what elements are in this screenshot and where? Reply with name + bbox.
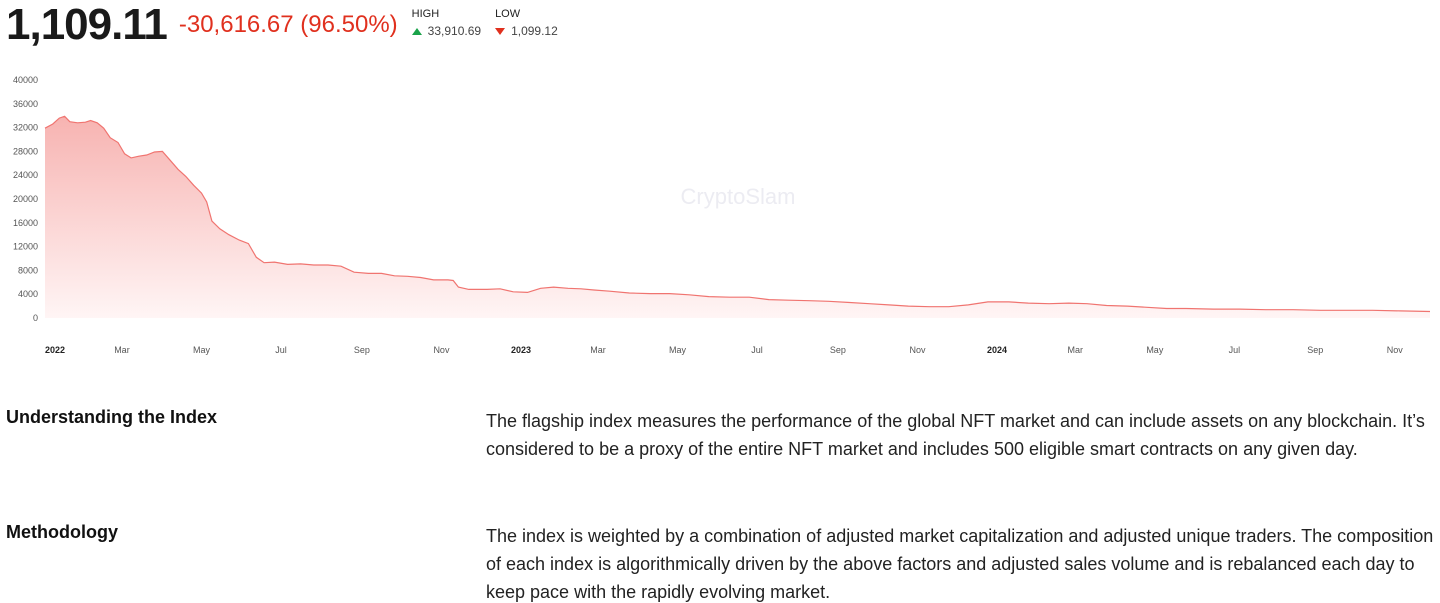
y-tick-label: 0 (33, 313, 38, 323)
high-value: 33,910.69 (427, 24, 482, 38)
section-text: The flagship index measures the performa… (486, 411, 1425, 459)
x-tick-label: Mar (1068, 345, 1084, 355)
y-tick-label: 28000 (13, 146, 38, 156)
y-tick-label: 8000 (18, 265, 38, 275)
low-label: LOW (495, 8, 521, 20)
x-tick-label: Sep (830, 345, 846, 355)
x-tick-label: May (193, 345, 211, 355)
section-label: Methodology (6, 522, 118, 542)
y-tick-label: 24000 (13, 170, 38, 180)
x-tick-label: Mar (114, 345, 130, 355)
index-area-chart[interactable]: 0 4000 8000 12000 16000 20000 24000 28000 32000 3… (0, 62, 1440, 362)
section-text: The index is weighted by a combination o… (486, 526, 1434, 602)
x-tick-label: Nov (1387, 345, 1404, 355)
down-triangle-icon (495, 27, 506, 35)
y-tick-label: 16000 (13, 218, 38, 228)
x-tick-label: Sep (1307, 345, 1323, 355)
high-low-stats: HIGH 33,910.69 LOW 1,099.12 (411, 7, 572, 41)
low-value: 1,099.12 (511, 24, 558, 38)
series-area (45, 116, 1430, 318)
up-triangle-icon (411, 27, 422, 35)
y-tick-label: 20000 (13, 194, 38, 204)
high-stat: HIGH 33,910.69 (411, 7, 482, 41)
x-tick-label: Jul (1229, 345, 1241, 355)
x-tick-label: Nov (433, 345, 450, 355)
x-tick-label: 2023 (511, 345, 531, 355)
x-tick-label: Jul (275, 345, 287, 355)
x-tick-label: May (1146, 345, 1164, 355)
current-price: 1,109.11 (6, 0, 168, 49)
y-tick-label: 36000 (13, 99, 38, 109)
y-tick-label: 32000 (13, 123, 38, 133)
series-line (44, 115, 1431, 313)
x-tick-label: Nov (909, 345, 926, 355)
y-tick-label: 40000 (13, 75, 38, 85)
y-tick-label: 4000 (18, 289, 38, 299)
x-tick-label: Jul (751, 345, 763, 355)
x-tick-label: Sep (354, 345, 370, 355)
section-label: Understanding the Index (6, 407, 218, 427)
x-tick-label: May (669, 345, 687, 355)
y-tick-label: 12000 (13, 242, 38, 252)
price-change: -30,616.67 (96.50%) (178, 11, 398, 38)
x-tick-label: Mar (590, 345, 606, 355)
x-tick-label: 2024 (987, 345, 1007, 355)
x-tick-label: 2022 (45, 345, 65, 355)
high-label: HIGH (411, 8, 440, 20)
y-axis: 0 4000 8000 12000 16000 20000 24000 28000 32000 3… (13, 75, 38, 323)
index-header: 1,109.11 -30,616.67 (96.50%) HIGH 33,910… (6, 0, 572, 50)
low-stat: LOW 1,099.12 (495, 7, 558, 41)
x-axis: 2022 Mar May Jul Sep Nov 2023 Mar May Jul Sep Nov 20… (45, 345, 1403, 355)
chart-watermark: CryptoSlam (681, 184, 796, 209)
